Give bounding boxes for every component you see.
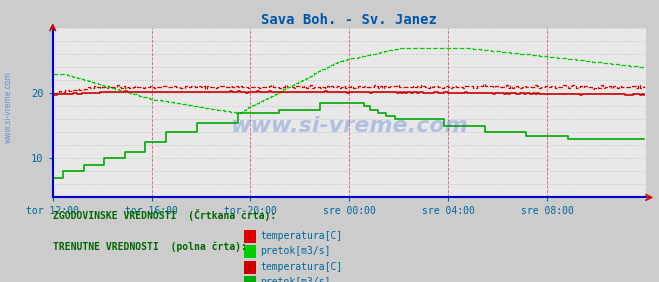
- Text: www.si-vreme.com: www.si-vreme.com: [231, 116, 468, 136]
- Text: temperatura[C]: temperatura[C]: [260, 231, 343, 241]
- Text: www.si-vreme.com: www.si-vreme.com: [3, 71, 13, 143]
- Text: pretok[m3/s]: pretok[m3/s]: [260, 277, 331, 282]
- Text: ZGODOVINSKE VREDNOSTI  (Črtkana črta):: ZGODOVINSKE VREDNOSTI (Črtkana črta):: [53, 209, 276, 221]
- Text: TRENUTNE VREDNOSTI  (polna črta):: TRENUTNE VREDNOSTI (polna črta):: [53, 241, 246, 252]
- Text: temperatura[C]: temperatura[C]: [260, 263, 343, 272]
- Title: Sava Boh. - Sv. Janez: Sava Boh. - Sv. Janez: [262, 13, 437, 27]
- Text: pretok[m3/s]: pretok[m3/s]: [260, 246, 331, 256]
